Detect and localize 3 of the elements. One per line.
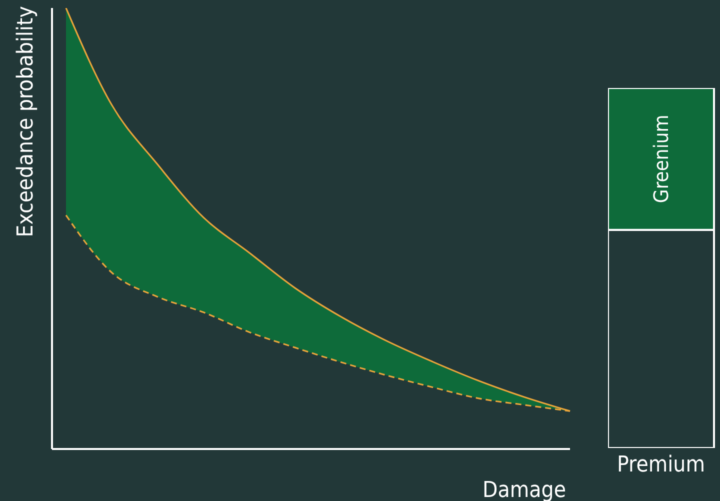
series-label: Greenium <box>649 114 673 204</box>
x-tick-label: Premium <box>617 452 705 478</box>
y-axis-title: Exceedance probability <box>14 6 38 238</box>
